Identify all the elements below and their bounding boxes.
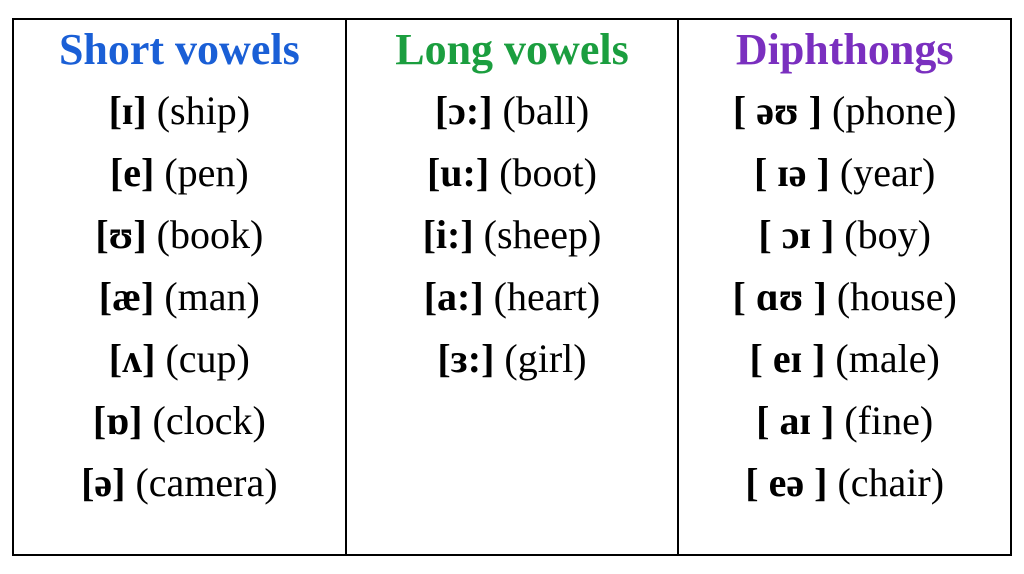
vowel-entry: [ eɪ ] (male) [685,328,1004,390]
example-word: (chair) [837,460,944,505]
example-word: (fine) [844,398,933,443]
example-word: (boot) [499,150,597,195]
column-entries: [ɪ] (ship)[e] (pen)[ʊ] (book)[æ] (man)[ʌ… [20,80,339,514]
column-short-vowels: Short vowels [ɪ] (ship)[e] (pen)[ʊ] (boo… [13,19,346,555]
phonetic-symbol: [ ɔɪ ] [758,212,834,257]
vowel-entry: [ɪ] (ship) [20,80,339,142]
vowel-entry: [ ɔɪ ] (boy) [685,204,1004,266]
example-word: (sheep) [484,212,602,257]
vowel-entry: [e] (pen) [20,142,339,204]
vowel-table-container: Short vowels [ɪ] (ship)[e] (pen)[ʊ] (boo… [0,0,1024,574]
phonetic-symbol: [e] [110,150,154,195]
phonetic-symbol: [æ] [99,274,155,319]
vowel-entry: [ʌ] (cup) [20,328,339,390]
column-entries: [ əʊ ] (phone)[ ɪə ] (year)[ ɔɪ ] (boy)[… [685,80,1004,514]
vowel-entry: [ɜ:] (girl) [353,328,672,390]
table-row: Short vowels [ɪ] (ship)[e] (pen)[ʊ] (boo… [13,19,1011,555]
example-word: (heart) [494,274,601,319]
example-word: (male) [835,336,939,381]
phonetic-symbol: [a:] [424,274,484,319]
vowel-entry: [ʊ] (book) [20,204,339,266]
example-word: (year) [840,150,935,195]
phonetic-symbol: [ʊ] [95,212,146,257]
phonetic-symbol: [ eɪ ] [750,336,826,381]
vowel-table: Short vowels [ɪ] (ship)[e] (pen)[ʊ] (boo… [12,18,1012,556]
vowel-entry: [ ɪə ] (year) [685,142,1004,204]
example-word: (man) [164,274,260,319]
example-word: (phone) [832,88,956,133]
example-word: (book) [157,212,264,257]
example-word: (pen) [164,150,248,195]
vowel-entry: [æ] (man) [20,266,339,328]
column-title: Diphthongs [685,26,1004,74]
column-long-vowels: Long vowels [ɔ:] (ball)[u:] (boot)[i:] (… [346,19,679,555]
phonetic-symbol: [i:] [423,212,474,257]
phonetic-symbol: [ɒ] [93,398,143,443]
example-word: (clock) [153,398,266,443]
phonetic-symbol: [ əʊ ] [733,88,822,133]
phonetic-symbol: [ eə ] [745,460,827,505]
phonetic-symbol: [ aɪ ] [756,398,834,443]
phonetic-symbol: [ɪ] [109,88,147,133]
phonetic-symbol: [u:] [427,150,489,195]
vowel-entry: [ aɪ ] (fine) [685,390,1004,452]
example-word: (cup) [165,336,249,381]
column-entries: [ɔ:] (ball)[u:] (boot)[i:] (sheep)[a:] (… [353,80,672,390]
phonetic-symbol: [ ɪə ] [754,150,830,195]
vowel-entry: [ɔ:] (ball) [353,80,672,142]
vowel-entry: [ə] (camera) [20,452,339,514]
phonetic-symbol: [ɔ:] [435,88,493,133]
phonetic-symbol: [ə] [81,460,125,505]
vowel-entry: [ əʊ ] (phone) [685,80,1004,142]
vowel-entry: [u:] (boot) [353,142,672,204]
example-word: (girl) [504,336,586,381]
example-word: (ship) [157,88,250,133]
example-word: (camera) [135,460,277,505]
vowel-entry: [ɒ] (clock) [20,390,339,452]
example-word: (house) [837,274,957,319]
phonetic-symbol: [ ɑʊ ] [733,274,827,319]
example-word: (ball) [503,88,590,133]
vowel-entry: [ eə ] (chair) [685,452,1004,514]
column-title: Short vowels [20,26,339,74]
column-diphthongs: Diphthongs [ əʊ ] (phone)[ ɪə ] (year)[ … [678,19,1011,555]
phonetic-symbol: [ɜ:] [437,336,494,381]
example-word: (boy) [844,212,931,257]
vowel-entry: [ ɑʊ ] (house) [685,266,1004,328]
vowel-entry: [i:] (sheep) [353,204,672,266]
vowel-entry: [a:] (heart) [353,266,672,328]
phonetic-symbol: [ʌ] [109,336,156,381]
column-title: Long vowels [353,26,672,74]
